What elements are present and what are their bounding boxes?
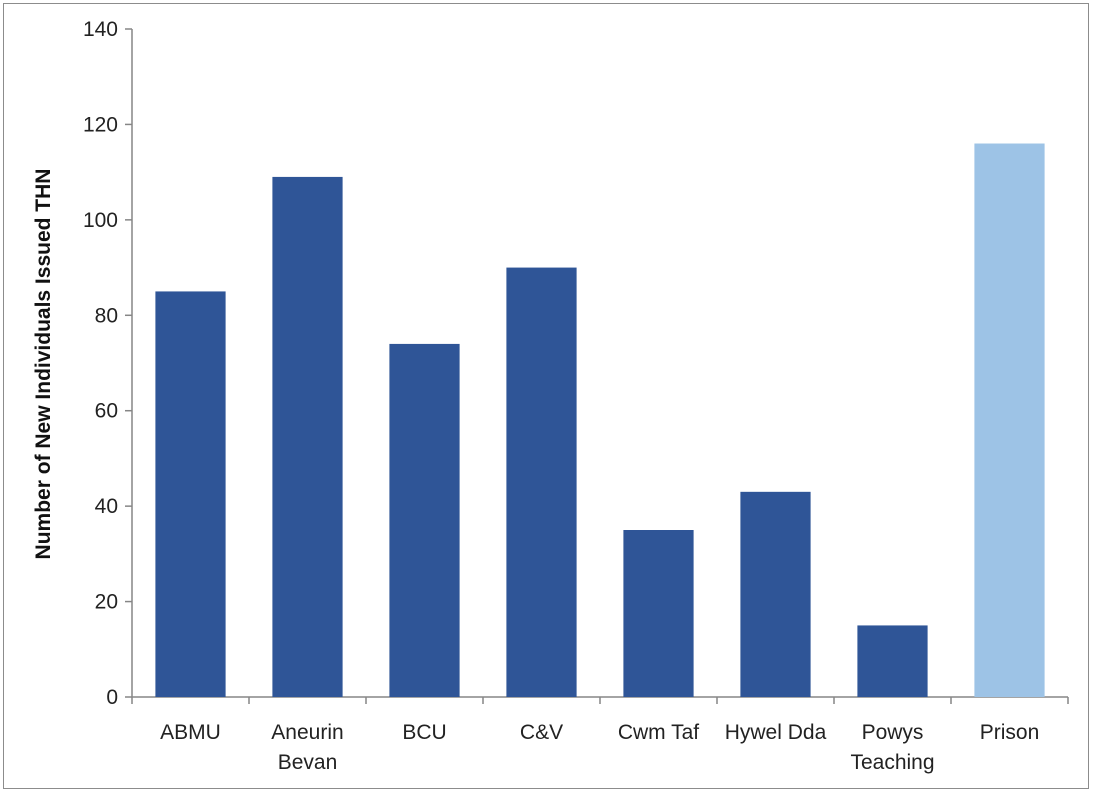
x-tick-label: ABMU xyxy=(160,721,221,744)
y-tick-label: 0 xyxy=(106,686,118,709)
x-axis: ABMU Aneurin Bevan BCU C&V Cwm Taf Hywel Dda Po… xyxy=(131,696,1069,774)
x-tick-label: Aneurin Bevan xyxy=(271,721,343,774)
x-tick-label: Hywel Dda xyxy=(725,721,827,744)
x-tick-label-line: Cwm Taf xyxy=(618,721,699,744)
x-tick-label-line: Prison xyxy=(980,721,1040,744)
y-tick-label: 20 xyxy=(95,591,118,614)
x-tick-label-line: ABMU xyxy=(160,721,221,744)
x-tick-label: BCU xyxy=(402,721,446,744)
x-tick-label: Powys Teaching xyxy=(850,721,934,774)
y-axis-title: Number of New Individuals Issued THN xyxy=(32,169,55,560)
bar xyxy=(389,343,460,697)
bar xyxy=(506,267,577,697)
x-tick-label: Cwm Taf xyxy=(618,721,699,744)
y-tick-label: 80 xyxy=(95,304,118,327)
y-tick-label: 120 xyxy=(83,113,118,136)
x-tick-label-line: BCU xyxy=(402,721,446,744)
x-tick-label-line: C&V xyxy=(520,721,563,744)
y-tick-label: 100 xyxy=(83,209,118,232)
bar xyxy=(155,291,226,697)
x-tick-label-line: Teaching xyxy=(850,751,934,774)
y-axis: 0 20 40 60 80 100 120 140 xyxy=(83,18,133,709)
bar xyxy=(623,530,694,697)
x-tick-label-line: Powys xyxy=(862,721,924,744)
bar xyxy=(857,625,928,697)
bar xyxy=(272,176,343,697)
x-tick-label-line: Hywel Dda xyxy=(725,721,827,744)
bars xyxy=(155,143,1045,697)
x-tick-label-line: Bevan xyxy=(278,751,338,774)
bar xyxy=(974,143,1045,697)
x-tick-label-line: Aneurin xyxy=(271,721,343,744)
bar xyxy=(740,491,811,697)
x-tick-label: Prison xyxy=(980,721,1040,744)
x-tick-label: C&V xyxy=(520,721,563,744)
y-tick-label: 140 xyxy=(83,18,118,41)
y-tick-label: 40 xyxy=(95,495,118,518)
y-tick-label: 60 xyxy=(95,400,118,423)
